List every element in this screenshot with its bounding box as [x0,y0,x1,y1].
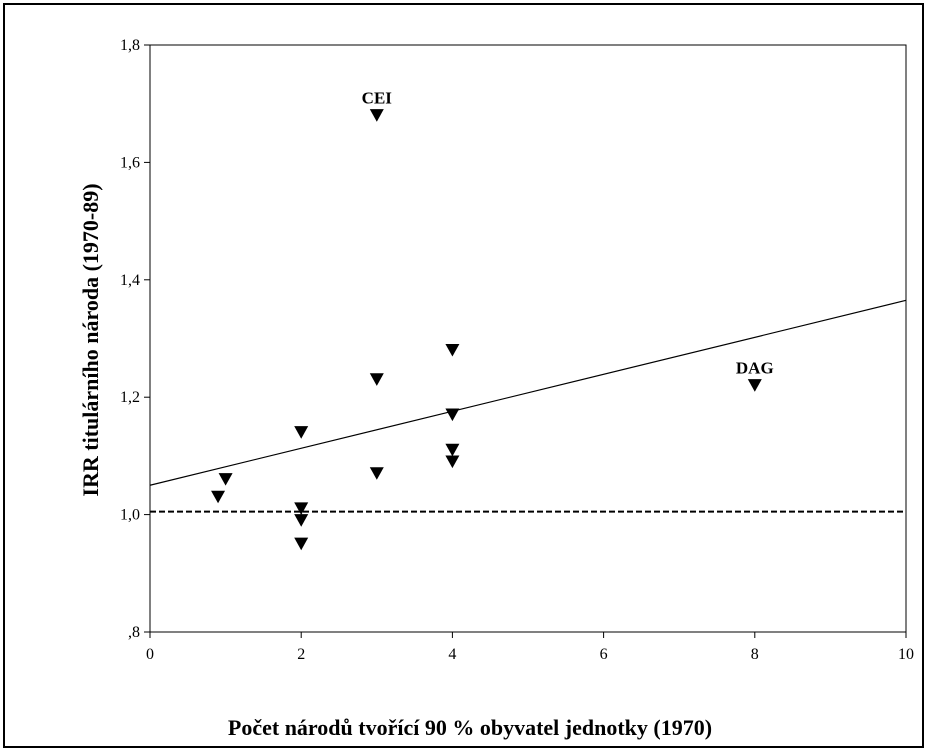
x-tick-label: 8 [751,646,759,663]
data-point [445,408,460,422]
x-axis: 0 2 4 6 8 10 [146,632,914,663]
y-tick-label: 1,2 [120,389,140,406]
y-tick-label: ,8 [128,624,140,641]
x-tick-label: 0 [146,646,154,663]
y-tick-label: 1,8 [120,37,140,54]
annotations-layer: CEI DAG [362,88,774,377]
points-layer [211,109,762,551]
x-tick-label: 2 [297,646,305,663]
plot-border [149,44,907,633]
data-point [445,343,460,357]
x-tick-label: 4 [448,646,456,663]
fit-line [149,299,907,486]
data-point [369,373,384,386]
point-annotation: CEI [362,88,393,107]
plot-area [149,44,907,633]
data-point [369,467,384,480]
data-point [445,455,460,469]
data-point [294,426,309,439]
point-annotation: DAG [736,358,774,377]
x-tick-label: 6 [600,646,608,663]
x-tick-label: 10 [898,646,914,663]
data-point [294,537,309,551]
data-point [294,502,309,516]
data-point [218,473,233,486]
lines-layer [149,299,907,513]
data-point [445,443,460,457]
x-axis-title: Počet národů tvořící 90 % obyvatel jedno… [228,715,712,740]
data-point [369,109,384,122]
y-axis: ,8 1,0 1,2 1,4 1,6 1,8 [120,37,150,641]
y-axis-title: IRR titulárního národa (1970-89) [78,183,103,496]
y-tick-label: 1,4 [120,272,140,289]
data-point [294,514,309,527]
chart-frame [3,3,924,748]
data-point [747,379,762,392]
y-tick-label: 1,6 [120,154,140,171]
y-tick-label: 1,0 [120,507,140,524]
data-point [211,490,226,504]
